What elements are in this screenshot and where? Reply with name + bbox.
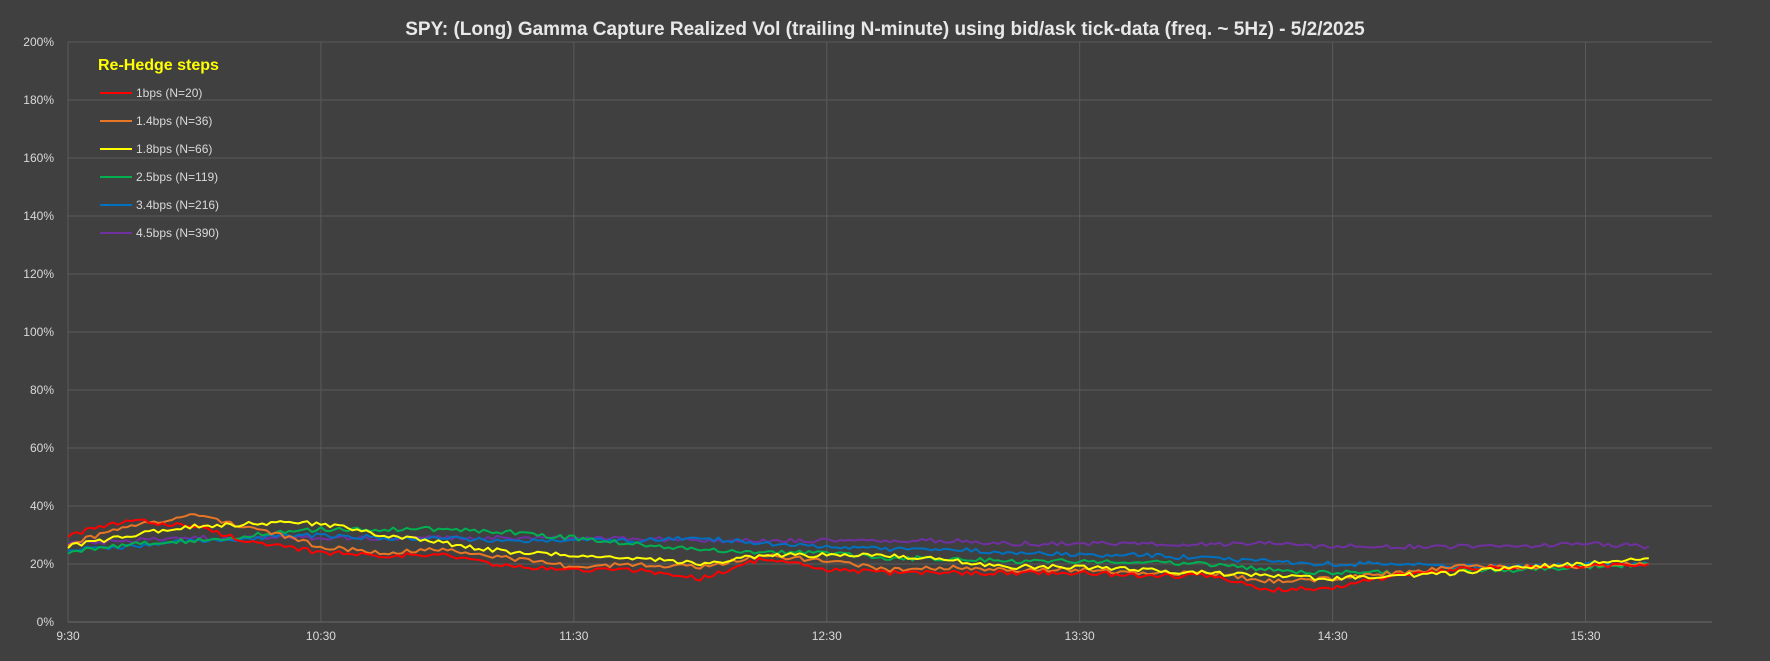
chart-title: SPY: (Long) Gamma Capture Realized Vol (… bbox=[405, 19, 1365, 40]
x-axis-ticks: 9:30 10:30 11:30 12:30 13:30 14:30 15:30 bbox=[56, 629, 1601, 643]
y-tick-label: 100% bbox=[23, 325, 54, 339]
legend-label: 1.8bps (N=66) bbox=[136, 142, 212, 156]
y-tick-label: 120% bbox=[23, 267, 54, 281]
y-tick-label: 80% bbox=[30, 383, 54, 397]
x-tick-label: 12:30 bbox=[812, 629, 842, 643]
y-axis-ticks: 0% 20% 40% 60% 80% 100% 120% 140% 160% 180% 200% bbox=[23, 35, 54, 629]
x-tick-label: 14:30 bbox=[1318, 629, 1348, 643]
x-tick-label: 11:30 bbox=[559, 629, 588, 643]
legend-label: 2.5bps (N=119) bbox=[136, 170, 218, 184]
series-line bbox=[67, 520, 1649, 582]
legend: Re-Hedge steps 1bps (N=20) 1.4bps (N=36) 1… bbox=[98, 57, 219, 240]
series-line bbox=[67, 534, 1650, 550]
legend-label: 4.5bps (N=390) bbox=[136, 226, 219, 240]
y-tick-label: 40% bbox=[30, 499, 54, 513]
x-tick-label: 9:30 bbox=[56, 629, 80, 643]
legend-label: 1bps (N=20) bbox=[136, 86, 202, 100]
x-tick-label: 13:30 bbox=[1065, 629, 1095, 643]
legend-title: Re-Hedge steps bbox=[98, 57, 219, 74]
y-tick-label: 20% bbox=[30, 557, 54, 571]
legend-label: 3.4bps (N=216) bbox=[136, 198, 219, 212]
series-line bbox=[67, 513, 1649, 584]
y-tick-label: 160% bbox=[23, 151, 54, 165]
series-lines bbox=[67, 513, 1650, 593]
y-tick-label: 180% bbox=[23, 93, 54, 107]
series-line bbox=[67, 532, 1650, 571]
gridlines bbox=[67, 41, 1712, 623]
y-tick-label: 60% bbox=[30, 441, 54, 455]
y-tick-label: 0% bbox=[37, 615, 55, 629]
series-line bbox=[67, 518, 1650, 593]
legend-label: 1.4bps (N=36) bbox=[136, 114, 212, 128]
y-tick-label: 200% bbox=[23, 35, 54, 49]
y-tick-label: 140% bbox=[23, 209, 54, 223]
x-tick-label: 15:30 bbox=[1571, 629, 1601, 643]
x-tick-label: 10:30 bbox=[306, 629, 336, 643]
